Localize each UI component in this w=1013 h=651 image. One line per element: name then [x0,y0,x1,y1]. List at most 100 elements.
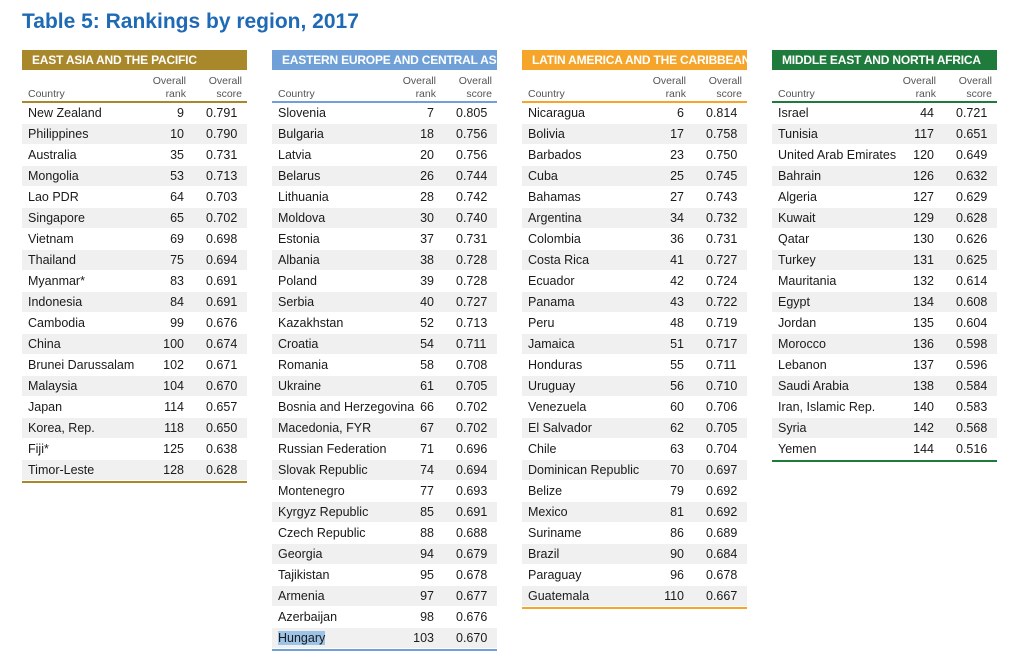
rank-column-header: Overall rank [402,75,436,100]
country-name: Cambodia [28,316,85,330]
table-row: Saudi Arabia 138 0.584 [772,376,997,397]
overall-rank: 64 [170,190,184,204]
overall-score: 0.614 [956,274,988,288]
overall-score: 0.728 [456,253,488,267]
table-row: Serbia 40 0.727 [272,292,497,313]
overall-score: 0.678 [456,568,488,582]
table-row: Macedonia, FYR 67 0.702 [272,418,497,439]
table-row: Turkey 131 0.625 [772,250,997,271]
country-name: Yemen [778,442,817,456]
overall-rank: 100 [163,337,184,351]
overall-score: 0.671 [206,358,238,372]
selected-text: Hungary [278,631,326,645]
table-row: Albania 38 0.728 [272,250,497,271]
overall-rank: 94 [420,547,434,561]
country-name: Romania [278,358,329,372]
country-name: Uruguay [528,379,576,393]
country-name: China [28,337,61,351]
country-name: Malaysia [28,379,78,393]
table-row: Mauritania 132 0.614 [772,271,997,292]
overall-rank: 144 [913,442,934,456]
overall-rank: 30 [420,211,434,225]
overall-rank: 53 [170,169,184,183]
region-header: LATIN AMERICA AND THE CARIBBEAN [522,50,747,70]
country-name: Suriname [528,526,582,540]
table-row: Fiji* 125 0.638 [22,439,247,460]
country-name: Moldova [278,211,326,225]
overall-rank: 41 [670,253,684,267]
country-name: Thailand [28,253,76,267]
score-column-header: Overall score [958,75,992,100]
overall-rank: 10 [170,127,184,141]
overall-rank: 36 [670,232,684,246]
country-name: Qatar [778,232,810,246]
country-name: Lao PDR [28,190,79,204]
overall-rank: 43 [670,295,684,309]
overall-rank: 103 [413,631,434,645]
table-row: Korea, Rep. 118 0.650 [22,418,247,439]
overall-rank: 75 [170,253,184,267]
region-header: EASTERN EUROPE AND CENTRAL ASIA [272,50,497,70]
table-row: Tajikistan 95 0.678 [272,565,497,586]
overall-score: 0.790 [206,127,238,141]
country-name: Mongolia [28,169,79,183]
table-end-rule [22,481,247,483]
overall-score: 0.744 [456,169,488,183]
country-name: Iran, Islamic Rep. [778,400,876,414]
country-name: Paraguay [528,568,582,582]
table-row: Panama 43 0.722 [522,292,747,313]
overall-rank: 84 [170,295,184,309]
overall-score: 0.717 [706,337,738,351]
country-name: Dominican Republic [528,463,640,477]
country-name: Estonia [278,232,320,246]
overall-rank: 58 [420,358,434,372]
table-row: Nicaragua 6 0.814 [522,103,747,124]
table-row: China 100 0.674 [22,334,247,355]
overall-rank: 74 [420,463,434,477]
country-name: Latvia [278,148,312,162]
country-name: Peru [528,316,555,330]
overall-score: 0.713 [456,316,488,330]
table-row: Kuwait 129 0.628 [772,208,997,229]
table-row: Australia 35 0.731 [22,145,247,166]
country-name: Kuwait [778,211,816,225]
country-name: United Arab Emirates [778,148,897,162]
table-row: Ukraine 61 0.705 [272,376,497,397]
overall-score: 0.740 [456,211,488,225]
overall-rank: 54 [420,337,434,351]
table-row: Brazil 90 0.684 [522,544,747,565]
overall-rank: 63 [670,442,684,456]
table-row: Moldova 30 0.740 [272,208,497,229]
overall-score: 0.696 [456,442,488,456]
overall-rank: 98 [420,610,434,624]
overall-score: 0.705 [706,421,738,435]
overall-rank: 99 [170,316,184,330]
country-name: Tunisia [778,127,818,141]
overall-rank: 27 [670,190,684,204]
header-rule [522,101,747,103]
header-rule [772,101,997,103]
table-row: Czech Republic 88 0.688 [272,523,497,544]
table-row: Bulgaria 18 0.756 [272,124,497,145]
country-name: Jamaica [528,337,575,351]
overall-rank: 70 [670,463,684,477]
country-name: Bulgaria [278,127,324,141]
table-row: Lithuania 28 0.742 [272,187,497,208]
country-name: Cuba [528,169,558,183]
table-row: Qatar 130 0.626 [772,229,997,250]
table-row: Estonia 37 0.731 [272,229,497,250]
overall-rank: 77 [420,484,434,498]
overall-rank: 104 [163,379,184,393]
overall-score: 0.731 [706,232,738,246]
overall-score: 0.728 [456,274,488,288]
score-column-header: Overall score [708,75,742,100]
column-headers: Country Overall rank Overall score [22,75,247,101]
overall-rank: 126 [913,169,934,183]
overall-score: 0.697 [706,463,738,477]
overall-score: 0.638 [206,442,238,456]
table-row: Iran, Islamic Rep. 140 0.583 [772,397,997,418]
country-column-header: Country [28,88,65,100]
table-row: Latvia 20 0.756 [272,145,497,166]
table-row: Kyrgyz Republic 85 0.691 [272,502,497,523]
table-row: Honduras 55 0.711 [522,355,747,376]
